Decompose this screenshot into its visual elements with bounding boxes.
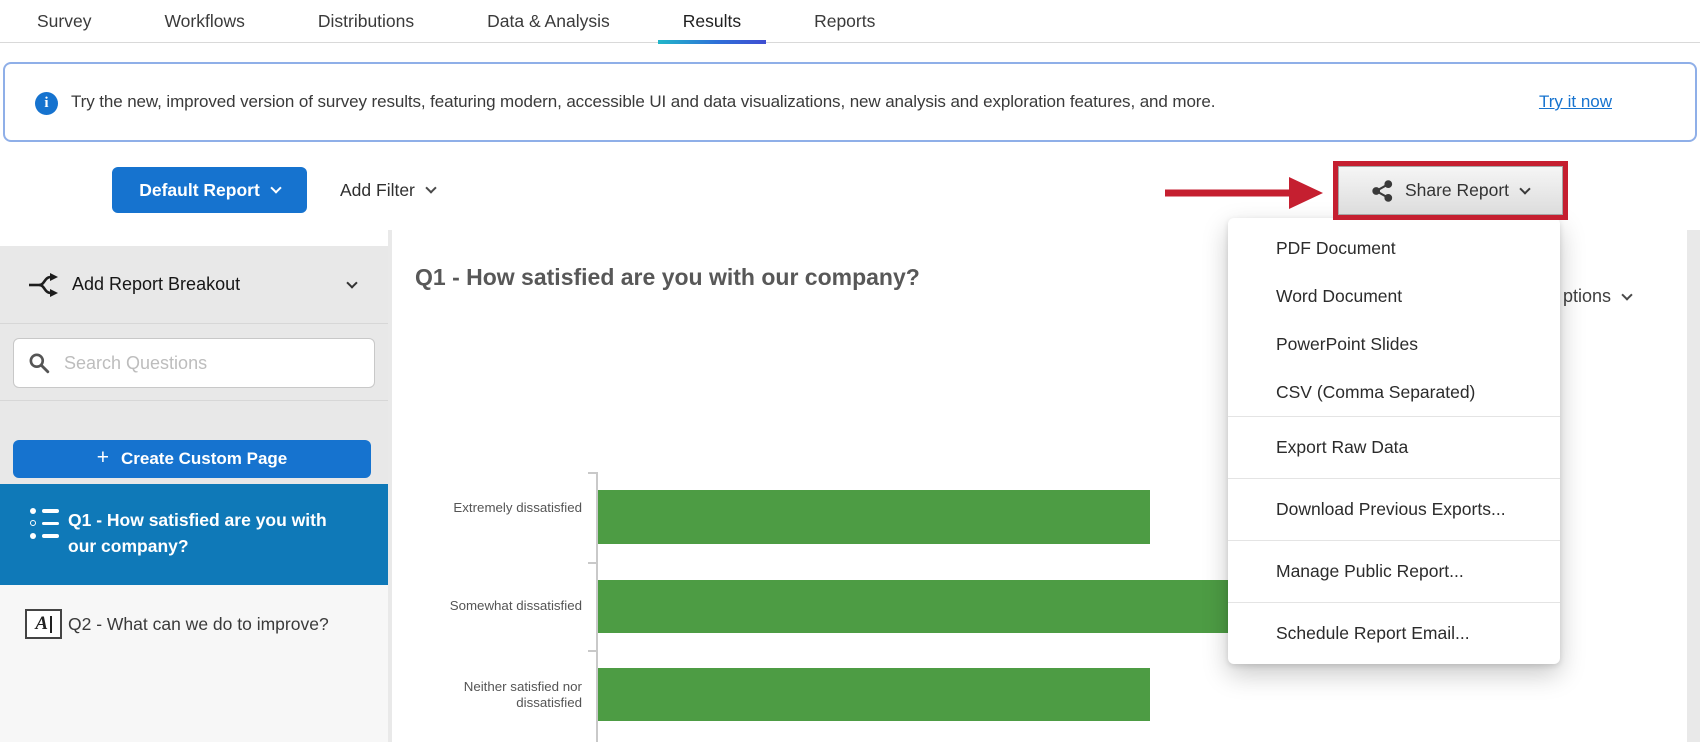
sidebar-item-q2-label: Q2 - What can we do to improve? (68, 613, 329, 634)
chart-options-dropdown[interactable]: ptions (1563, 286, 1633, 307)
category-label-2: Somewhat dissatisfied (449, 598, 582, 613)
sidebar-item-q1[interactable]: Q1 - How satisfied are you with our comp… (0, 484, 388, 585)
divider (0, 400, 388, 401)
breakout-label: Add Report Breakout (72, 274, 241, 294)
chart-title: Q1 - How satisfied are you with our comp… (415, 264, 920, 290)
tab-survey[interactable]: Survey (37, 10, 92, 31)
bar-somewhat-dissatisfied (598, 580, 1286, 633)
new-results-banner: i Try the new, improved version of surve… (3, 62, 1697, 142)
pages-sidebar: Add Report Breakout + Create Custom Page (0, 230, 388, 742)
add-filter-dropdown[interactable]: Add Filter (340, 167, 437, 213)
category-label-3: Neither satisfied nor dissatisfied (463, 679, 582, 710)
divider (0, 323, 388, 324)
annotation-arrow (1165, 177, 1323, 209)
sidebar-item-q2[interactable]: A Q2 - What can we do to improve? (0, 585, 388, 663)
text-entry-question-icon: A (25, 609, 62, 639)
search-questions-box (13, 338, 375, 388)
create-custom-page-button[interactable]: + Create Custom Page (13, 440, 371, 478)
category-label-1: Extremely dissatisfied (453, 500, 582, 515)
breakout-fork-icon (29, 272, 58, 297)
chart-options-label-partial: ptions (1563, 286, 1612, 306)
report-selector-value: Default Report (139, 179, 260, 200)
report-selector-dropdown[interactable]: Default Report (112, 167, 307, 213)
tab-reports[interactable]: Reports (814, 10, 876, 31)
bar-neither-satisfied-nor-dissatisfied (598, 668, 1150, 721)
add-report-breakout-dropdown[interactable]: Add Report Breakout (0, 246, 388, 323)
tab-distributions[interactable]: Distributions (317, 10, 415, 31)
chart-category-axis (596, 472, 598, 742)
menu-item-download-previous-exports[interactable]: Download Previous Exports... (1228, 478, 1560, 540)
menu-item-powerpoint-slides[interactable]: PowerPoint Slides (1276, 333, 1419, 354)
search-questions-input[interactable] (64, 352, 344, 374)
share-report-menu: PDF Document Word Document PowerPoint Sl… (1228, 218, 1560, 664)
chevron-down-icon (1621, 288, 1633, 301)
chevron-down-icon (346, 276, 358, 289)
menu-item-schedule-report-email[interactable]: Schedule Report Email... (1228, 602, 1560, 664)
plus-icon: + (96, 446, 109, 469)
chevron-down-icon (1519, 182, 1531, 195)
banner-message: Try the new, improved version of survey … (71, 92, 1216, 111)
chevron-down-icon (270, 182, 282, 194)
axis-tick (588, 650, 597, 652)
sidebar-pages-section: A Q2 - What can we do to improve? (0, 585, 388, 742)
create-custom-page-label: Create Custom Page (120, 449, 288, 468)
search-icon (29, 353, 50, 374)
share-report-button-annotated[interactable]: Share Report (1333, 161, 1568, 220)
chevron-down-icon (425, 182, 437, 194)
sidebar-item-q1-label: Q1 - How satisfied are you with our comp… (68, 510, 327, 556)
share-icon (1372, 179, 1393, 202)
tab-data-analysis[interactable]: Data & Analysis (487, 10, 610, 31)
multiple-choice-question-icon (30, 505, 62, 543)
axis-tick (588, 472, 597, 474)
menu-item-word-document[interactable]: Word Document (1276, 285, 1403, 306)
sidebar-tools-section: Add Report Breakout + Create Custom Page (0, 246, 388, 484)
tab-results[interactable]: Results (657, 0, 767, 44)
bar-extremely-dissatisfied (598, 490, 1150, 544)
menu-item-csv[interactable]: CSV (Comma Separated) (1276, 381, 1476, 402)
try-it-now-link[interactable]: Try it now (1538, 92, 1612, 111)
menu-item-manage-public-report[interactable]: Manage Public Report... (1228, 540, 1560, 602)
share-report-label: Share Report (1404, 180, 1510, 200)
top-tab-bar: Survey Workflows Distributions Data & An… (0, 0, 1700, 44)
axis-tick (588, 562, 597, 564)
menu-item-export-raw-data[interactable]: Export Raw Data (1228, 416, 1560, 478)
add-filter-label: Add Filter (340, 179, 415, 200)
tab-workflows[interactable]: Workflows (164, 10, 245, 31)
menu-item-pdf-document[interactable]: PDF Document (1276, 237, 1396, 258)
info-icon: i (35, 92, 58, 115)
